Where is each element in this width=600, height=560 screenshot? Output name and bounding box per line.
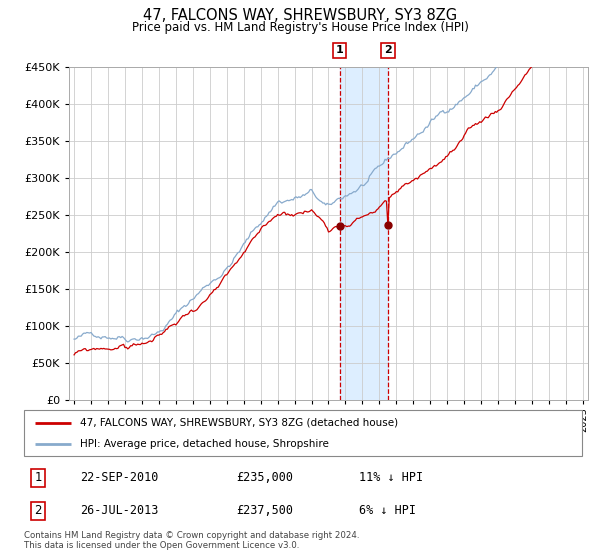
Text: Contains HM Land Registry data © Crown copyright and database right 2024.
This d: Contains HM Land Registry data © Crown c… bbox=[24, 531, 359, 550]
Text: 22-SEP-2010: 22-SEP-2010 bbox=[80, 472, 158, 484]
Text: 11% ↓ HPI: 11% ↓ HPI bbox=[359, 472, 423, 484]
Text: 6% ↓ HPI: 6% ↓ HPI bbox=[359, 505, 416, 517]
Text: 2: 2 bbox=[384, 45, 392, 55]
Text: 1: 1 bbox=[336, 45, 344, 55]
Text: 1: 1 bbox=[34, 472, 42, 484]
Text: HPI: Average price, detached house, Shropshire: HPI: Average price, detached house, Shro… bbox=[80, 439, 329, 449]
Text: £237,500: £237,500 bbox=[236, 505, 293, 517]
Text: 26-JUL-2013: 26-JUL-2013 bbox=[80, 505, 158, 517]
Text: 2: 2 bbox=[34, 505, 42, 517]
Text: £235,000: £235,000 bbox=[236, 472, 293, 484]
FancyBboxPatch shape bbox=[24, 410, 582, 456]
Text: Price paid vs. HM Land Registry's House Price Index (HPI): Price paid vs. HM Land Registry's House … bbox=[131, 21, 469, 34]
Bar bbox=[340, 67, 388, 400]
Text: 47, FALCONS WAY, SHREWSBURY, SY3 8ZG: 47, FALCONS WAY, SHREWSBURY, SY3 8ZG bbox=[143, 8, 457, 24]
Text: 47, FALCONS WAY, SHREWSBURY, SY3 8ZG (detached house): 47, FALCONS WAY, SHREWSBURY, SY3 8ZG (de… bbox=[80, 418, 398, 428]
